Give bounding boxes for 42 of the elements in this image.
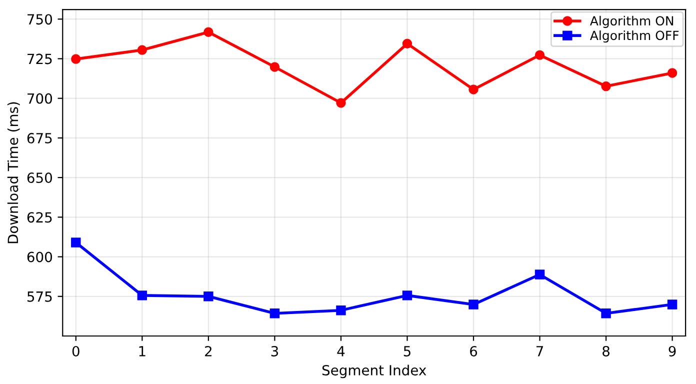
y-tick-label: 750 (28, 14, 52, 25)
point (402, 290, 412, 300)
point (667, 300, 678, 310)
point (601, 81, 611, 92)
y-axis-title: Download Time (ms) (7, 102, 20, 244)
x-tick-label: 2 (205, 346, 212, 356)
x-tick-label: 7 (536, 346, 543, 356)
x-tick-label: 5 (404, 346, 410, 356)
point (137, 290, 148, 300)
point (270, 308, 280, 318)
x-tick-label: 0 (72, 346, 80, 356)
y-tick-label: 675 (27, 132, 52, 144)
point (204, 27, 214, 37)
point (468, 84, 478, 94)
point (402, 38, 412, 49)
x-tick-label: 4 (337, 346, 345, 356)
point (71, 54, 81, 64)
x-tick-label: 6 (470, 346, 478, 356)
point (468, 300, 478, 310)
x-axis-title: Segment Index (322, 364, 426, 378)
point (336, 98, 346, 108)
point (137, 45, 148, 55)
y-tick-label: 725 (28, 54, 52, 64)
x-tick-label: 8 (602, 346, 610, 356)
point (336, 305, 346, 316)
y-tick-label: 575 (27, 292, 52, 302)
legend-label: Algorithm OFF (590, 30, 679, 43)
y-tick-label: 650 (27, 172, 52, 184)
point (270, 62, 280, 72)
x-tick-label: 9 (668, 346, 676, 356)
x-tick-label: 1 (139, 346, 146, 356)
x-tick-label: 3 (271, 346, 278, 356)
legend-label: Algorithm ON (590, 16, 674, 28)
y-tick-label: 625 (27, 212, 52, 223)
point (71, 238, 81, 248)
point (534, 270, 545, 280)
y-tick-label: 700 (28, 93, 52, 104)
point (534, 50, 545, 60)
point (601, 308, 611, 318)
point (204, 292, 214, 302)
point (667, 68, 678, 78)
y-tick-label: 600 (27, 252, 52, 262)
